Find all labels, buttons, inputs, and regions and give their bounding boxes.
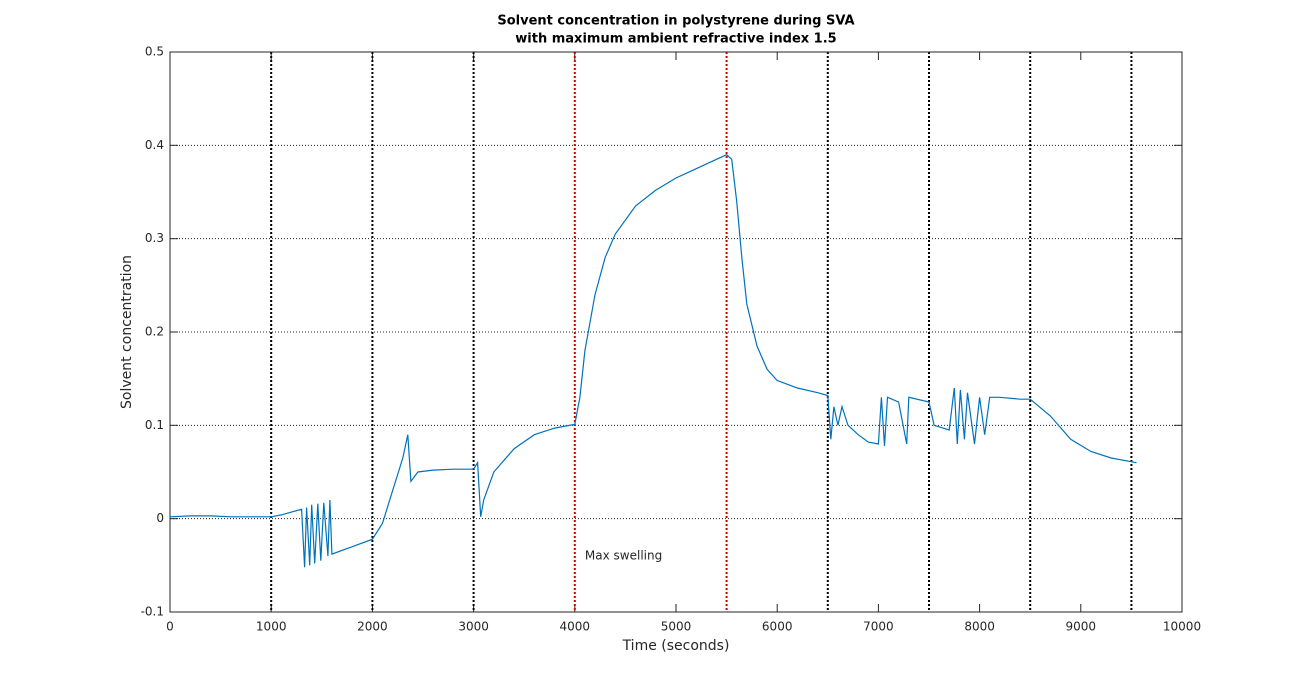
x-axis-label: Time (seconds) xyxy=(622,638,730,654)
x-tick-label: 10000 xyxy=(1163,620,1201,634)
x-tick-label: 6000 xyxy=(762,620,793,634)
x-tick-label: 5000 xyxy=(661,620,692,634)
data-line xyxy=(169,153,1137,568)
y-tick-label: 0 xyxy=(156,511,164,525)
chart-title: Solvent concentration in polystyrene dur… xyxy=(497,14,854,29)
x-tick-label: 4000 xyxy=(560,620,591,634)
x-tick-label: 8000 xyxy=(964,620,995,634)
x-tick-label: 3000 xyxy=(458,620,489,634)
y-tick-label: 0.1 xyxy=(145,418,164,432)
annotation: Max swelling xyxy=(585,549,662,563)
x-tick-label: 9000 xyxy=(1066,620,1097,634)
x-tick-label: 1000 xyxy=(256,620,287,634)
y-axis-label: Solvent concentration xyxy=(119,255,135,409)
x-tick-label: 2000 xyxy=(357,620,388,634)
y-tick-label: 0.5 xyxy=(145,45,164,59)
x-tick-label: 7000 xyxy=(863,620,894,634)
y-tick-label: 0.2 xyxy=(145,325,164,339)
chart-subtitle: with maximum ambient refractive index 1.… xyxy=(515,32,836,47)
x-tick-label: 0 xyxy=(166,620,174,634)
y-tick-label: 0.4 xyxy=(145,138,164,152)
plot-frame xyxy=(169,51,1183,613)
y-tick-label: 0.3 xyxy=(145,231,164,245)
y-tick-label: -0.1 xyxy=(141,605,164,619)
